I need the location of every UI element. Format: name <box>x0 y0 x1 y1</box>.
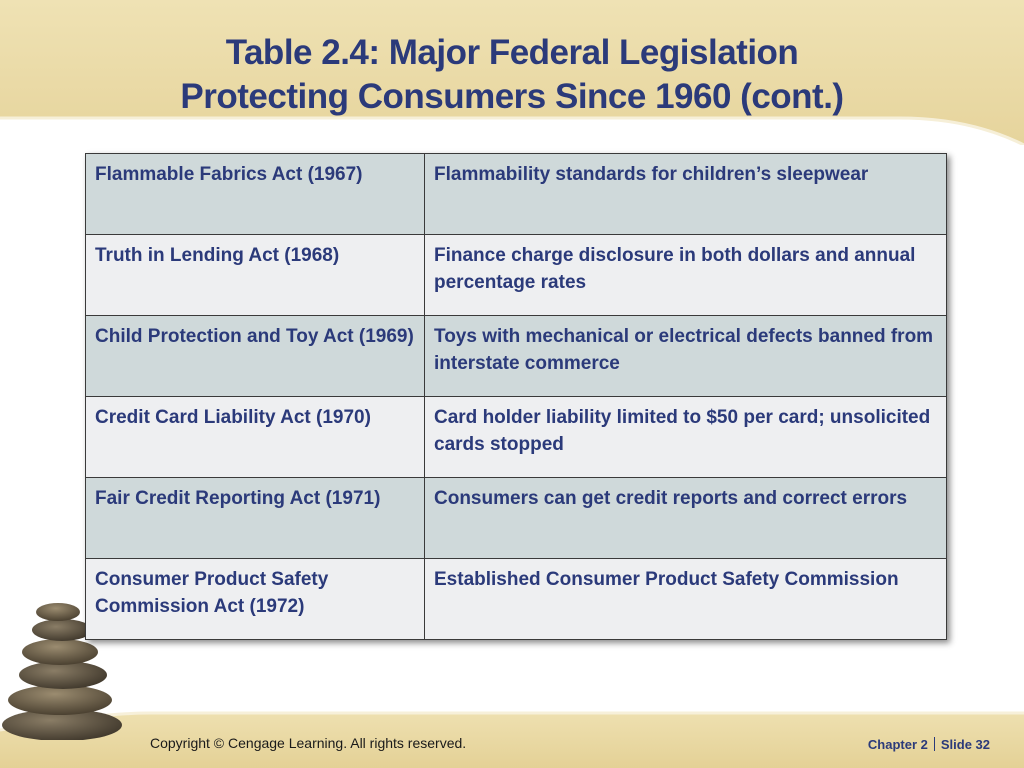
act-description-cell: Toys with mechanical or electrical defec… <box>424 315 947 397</box>
table-row: Fair Credit Reporting Act (1971) Consume… <box>85 477 947 559</box>
act-description-cell: Consumers can get credit reports and cor… <box>424 477 947 559</box>
slide-title-line-2: Protecting Consumers Since 1960 (cont.) <box>180 77 844 116</box>
slide-number: Chapter 2 Slide 32 <box>868 737 990 752</box>
act-name-cell: Flammable Fabrics Act (1967) <box>85 153 425 235</box>
slide-label: Slide 32 <box>940 737 990 752</box>
act-description-cell: Flammability standards for children’s sl… <box>424 153 947 235</box>
chapter-label: Chapter 2 <box>867 737 928 752</box>
footer-divider <box>933 737 935 751</box>
act-name-cell: Child Protection and Toy Act (1969) <box>85 315 425 397</box>
act-name-cell: Consumer Product Safety Commission Act (… <box>85 558 425 640</box>
act-name-cell: Credit Card Liability Act (1970) <box>85 396 425 478</box>
legislation-table: Flammable Fabrics Act (1967) Flammabilit… <box>85 153 947 640</box>
copyright-notice: Copyright © Cengage Learning. All rights… <box>150 735 467 751</box>
slide-title: Table 2.4: Major Federal Legislation Pro… <box>0 31 1024 119</box>
header-band <box>0 0 1024 145</box>
act-description-cell: Established Consumer Product Safety Comm… <box>424 558 947 640</box>
act-name-cell: Truth in Lending Act (1968) <box>85 234 425 316</box>
slide-title-line-1: Table 2.4: Major Federal Legislation <box>225 33 799 72</box>
table-row: Credit Card Liability Act (1970) Card ho… <box>85 396 947 478</box>
act-description-cell: Finance charge disclosure in both dollar… <box>424 234 947 316</box>
legislation-table-container: Flammable Fabrics Act (1967) Flammabilit… <box>85 153 947 640</box>
table-row: Truth in Lending Act (1968) Finance char… <box>85 234 947 316</box>
stacked-stones-image <box>2 603 122 740</box>
table-row: Child Protection and Toy Act (1969) Toys… <box>85 315 947 397</box>
table-row: Consumer Product Safety Commission Act (… <box>85 558 947 640</box>
table-row: Flammable Fabrics Act (1967) Flammabilit… <box>85 153 947 235</box>
act-description-cell: Card holder liability limited to $50 per… <box>424 396 947 478</box>
act-name-cell: Fair Credit Reporting Act (1971) <box>85 477 425 559</box>
